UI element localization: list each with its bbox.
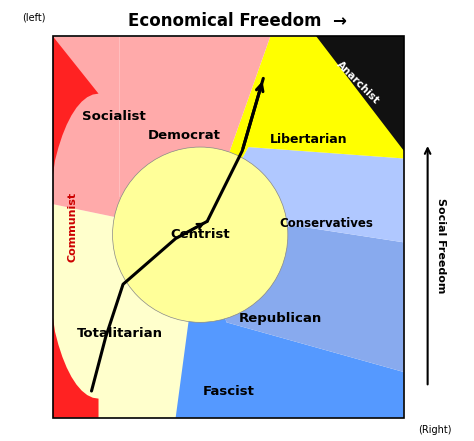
Text: (left): (left)	[22, 12, 46, 22]
Text: Totalitarian: Totalitarian	[77, 327, 163, 340]
Polygon shape	[53, 37, 200, 235]
Text: (Right): (Right)	[418, 425, 452, 435]
Text: Libertarian: Libertarian	[270, 133, 348, 146]
Bar	[53, 37, 403, 418]
Text: Socialist: Socialist	[82, 110, 146, 123]
Polygon shape	[200, 226, 403, 372]
Text: Communist: Communist	[67, 192, 77, 262]
Polygon shape	[176, 235, 403, 418]
Polygon shape	[316, 37, 403, 151]
Text: Conservatives: Conservatives	[280, 217, 374, 230]
Text: Economical Freedom  →: Economical Freedom →	[128, 12, 346, 30]
Polygon shape	[200, 37, 403, 235]
Text: Anarchist: Anarchist	[335, 59, 381, 105]
Circle shape	[112, 147, 288, 322]
Polygon shape	[200, 147, 403, 242]
Text: Republican: Republican	[239, 312, 322, 325]
Polygon shape	[119, 37, 270, 235]
Polygon shape	[53, 204, 211, 418]
Text: Centrist: Centrist	[170, 228, 230, 241]
Text: Social Freedom: Social Freedom	[437, 198, 447, 294]
Text: Fascist: Fascist	[202, 385, 254, 397]
Polygon shape	[53, 37, 99, 418]
Text: Democrat: Democrat	[148, 129, 221, 142]
